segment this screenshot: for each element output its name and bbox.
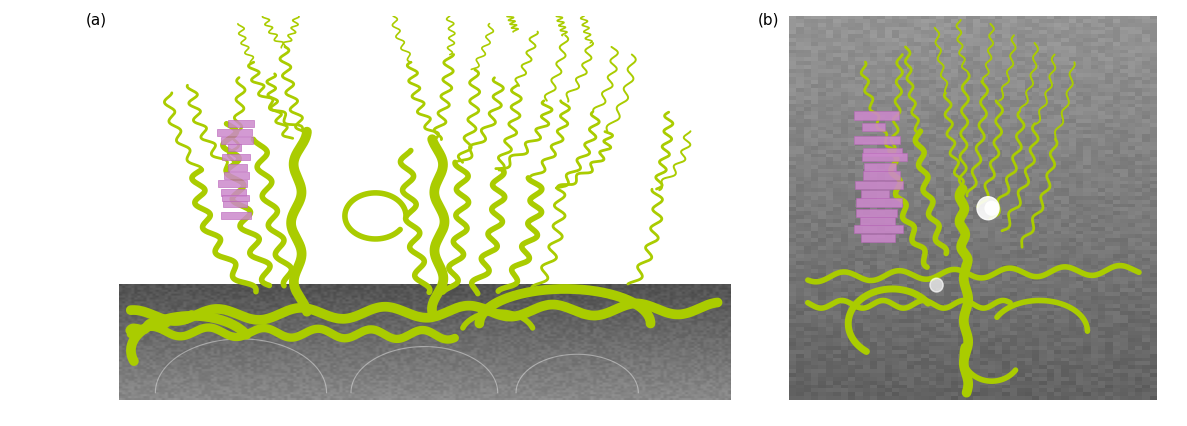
- Circle shape: [929, 279, 944, 292]
- Bar: [222, 195, 249, 202]
- Text: R: R: [161, 44, 171, 58]
- Bar: [222, 154, 250, 161]
- Bar: [221, 190, 246, 197]
- Bar: [217, 180, 247, 187]
- Bar: [216, 130, 252, 136]
- Bar: [855, 225, 903, 233]
- Text: (b): (b): [757, 13, 779, 28]
- Bar: [856, 181, 902, 190]
- Bar: [228, 145, 241, 152]
- Bar: [221, 138, 254, 145]
- Circle shape: [985, 202, 998, 216]
- Bar: [856, 199, 902, 207]
- Text: L: L: [669, 44, 677, 58]
- Circle shape: [977, 197, 999, 220]
- Bar: [862, 124, 884, 132]
- Bar: [856, 209, 897, 218]
- Bar: [859, 217, 895, 225]
- Bar: [223, 201, 247, 208]
- Bar: [221, 213, 252, 220]
- Bar: [862, 154, 907, 162]
- Bar: [861, 190, 889, 199]
- Bar: [864, 163, 896, 172]
- Bar: [224, 173, 249, 180]
- Text: (a): (a): [85, 13, 107, 28]
- Bar: [853, 137, 900, 145]
- Bar: [855, 112, 900, 121]
- Bar: [861, 234, 895, 243]
- Bar: [863, 148, 902, 157]
- Bar: [228, 121, 254, 127]
- Bar: [863, 172, 900, 180]
- Bar: [228, 164, 247, 171]
